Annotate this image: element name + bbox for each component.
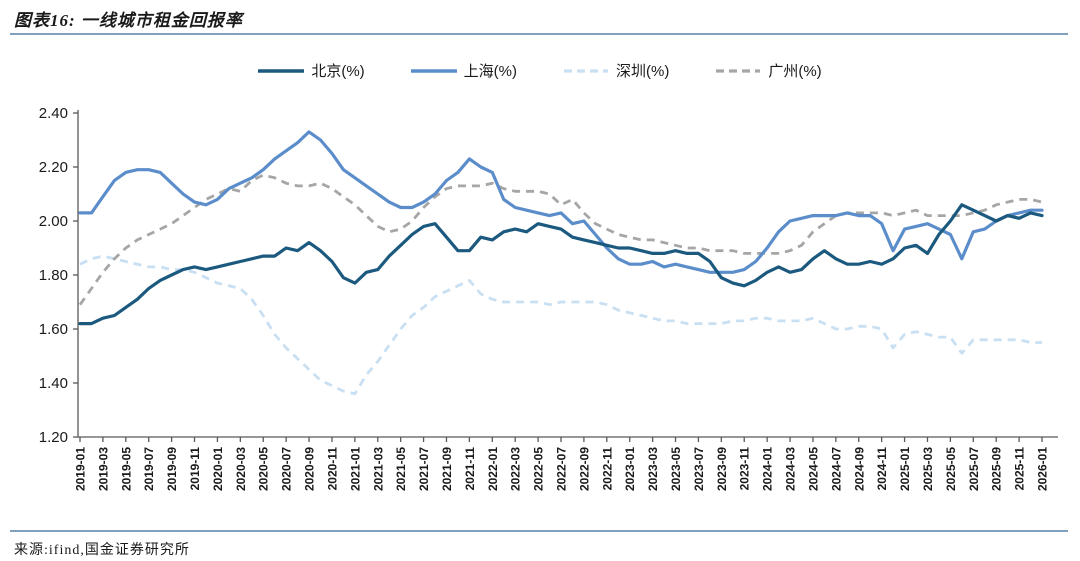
x-tick-label: 2023-07 — [692, 447, 706, 491]
y-tick-label: 2.00 — [39, 213, 68, 230]
legend-label-beijing: 北京(%) — [311, 63, 365, 80]
chart-title: 图表16: 一线城市租金回报率 — [14, 11, 243, 30]
x-tick-label: 2024-05 — [806, 447, 820, 491]
x-tick-label: 2025-11 — [1013, 447, 1027, 491]
x-tick-label: 2022-03 — [509, 447, 523, 491]
title-divider-line — [10, 33, 1068, 35]
series-line-beijing — [78, 203, 1044, 326]
x-tick-label: 2022-05 — [532, 447, 546, 491]
x-tick-label: 2020-01 — [211, 447, 225, 491]
x-tick-label: 2025-01 — [898, 447, 912, 491]
x-tick-label: 2019-11 — [188, 447, 202, 491]
x-tick-label: 2025-09 — [990, 447, 1004, 491]
x-tick-label: 2023-09 — [715, 447, 729, 491]
y-axis-ticks-and-labels: 1.20 1.40 1.60 1.80 2.00 2.20 2.40 — [39, 105, 78, 446]
x-tick-label: 2024-09 — [852, 447, 866, 491]
x-tick-label: 2020-07 — [280, 447, 294, 491]
x-tick-label: 2025-03 — [921, 447, 935, 491]
legend-line-shanghai-icon — [410, 68, 457, 73]
x-tick-label: 2023-03 — [646, 447, 660, 491]
legend-item-shenzhen: 深圳(%) — [563, 60, 669, 81]
x-tick-label: 2023-01 — [623, 447, 637, 491]
y-tick-label: 1.80 — [39, 267, 68, 284]
x-tick-label: 2026-01 — [1036, 447, 1050, 491]
x-axis-ticks-and-labels: 2019-01 2019-03 2019-05 2019-07 2019-09 2019-… — [74, 437, 1050, 491]
x-tick-label: 2019-01 — [74, 447, 88, 491]
legend-label-shanghai: 上海(%) — [463, 63, 517, 80]
x-tick-label: 2020-11 — [325, 447, 339, 491]
x-tick-label: 2022-07 — [555, 447, 569, 491]
x-tick-label: 2024-03 — [784, 447, 798, 491]
source-divider-line — [10, 530, 1068, 532]
x-tick-label: 2025-05 — [944, 447, 958, 491]
x-tick-label: 2019-03 — [96, 447, 110, 491]
y-tick-label: 2.20 — [39, 159, 68, 176]
x-tick-label: 2024-01 — [761, 447, 775, 491]
legend-item-guangzhou: 广州(%) — [715, 60, 822, 81]
x-tick-label: 2021-09 — [440, 447, 454, 491]
x-tick-label: 2019-05 — [119, 447, 133, 491]
legend-item-shanghai: 上海(%) — [410, 60, 517, 81]
x-tick-label: 2021-03 — [371, 447, 385, 491]
y-tick-label: 1.60 — [39, 321, 68, 338]
x-tick-label: 2020-03 — [234, 447, 248, 491]
x-tick-label: 2024-07 — [829, 447, 843, 491]
legend-label-guangzhou: 广州(%) — [768, 63, 822, 80]
x-tick-label: 2021-11 — [463, 447, 477, 491]
axis-lines — [77, 110, 1058, 438]
x-tick-label: 2021-07 — [417, 447, 431, 491]
legend-label-shenzhen: 深圳(%) — [616, 63, 670, 80]
y-tick-label: 2.40 — [39, 105, 68, 122]
x-tick-label: 2019-07 — [142, 447, 156, 491]
legend-item-beijing: 北京(%) — [258, 60, 365, 81]
series-line-shanghai — [78, 130, 1044, 274]
series-line-shenzhen — [79, 254, 1042, 396]
source-note: 来源:ifind,国金证券研究所 — [14, 543, 190, 558]
x-tick-label: 2025-07 — [967, 447, 981, 491]
legend-line-shenzhen-icon — [564, 68, 608, 73]
x-tick-label: 2022-09 — [577, 447, 591, 491]
x-tick-label: 2020-09 — [303, 447, 317, 491]
x-tick-label: 2021-01 — [348, 447, 362, 491]
x-tick-label: 2024-11 — [875, 447, 889, 491]
x-tick-label: 2020-05 — [257, 447, 271, 491]
x-tick-label: 2022-01 — [486, 447, 500, 491]
legend-line-beijing-icon — [258, 68, 305, 73]
y-tick-label: 1.40 — [39, 375, 68, 392]
x-tick-label: 2023-11 — [738, 447, 752, 491]
x-tick-label: 2021-05 — [394, 447, 408, 491]
y-tick-label: 1.20 — [39, 429, 68, 446]
chart-legend: 北京(%) 上海(%) 深圳(%) 广州(%) — [0, 60, 1080, 81]
x-tick-label: 2019-09 — [165, 447, 179, 491]
legend-line-guangzhou-icon — [716, 68, 761, 73]
x-tick-label: 2023-05 — [669, 447, 683, 491]
x-tick-label: 2022-11 — [600, 447, 614, 491]
